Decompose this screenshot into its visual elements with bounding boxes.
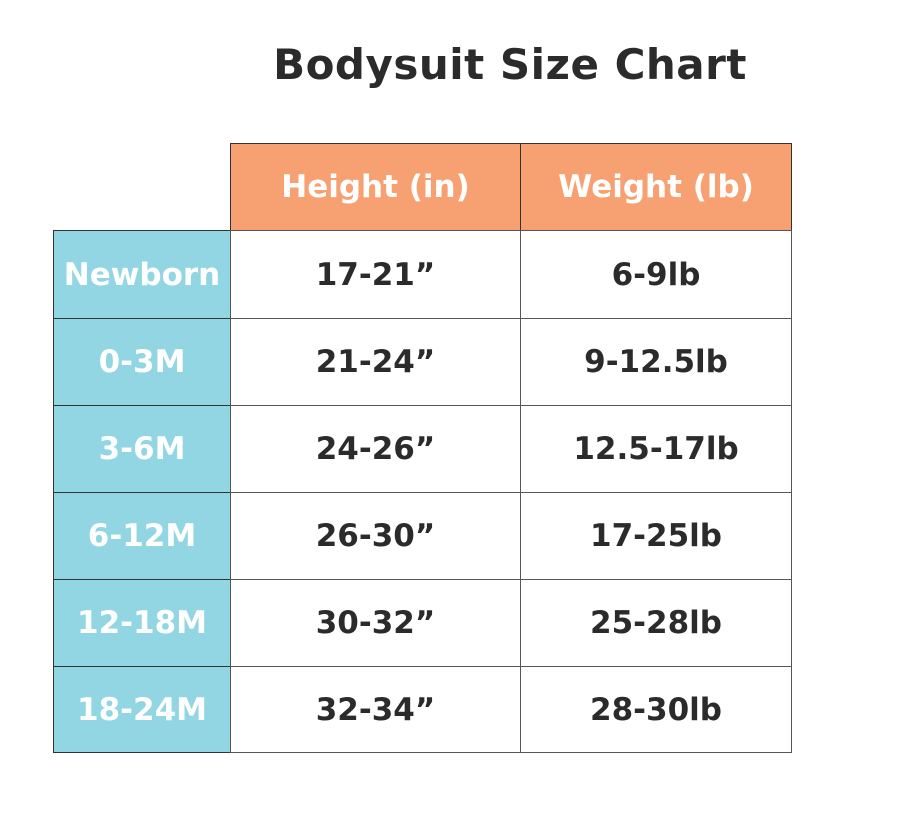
size-label: 18-24M [53,666,231,753]
size-label: 3-6M [53,405,231,493]
weight-cell: 25-28lb [520,579,792,667]
height-cell: 24-26” [230,405,521,493]
weight-cell: 28-30lb [520,666,792,753]
weight-cell: 17-25lb [520,492,792,580]
column-header-height: Height (in) [230,143,521,231]
size-label: Newborn [53,230,231,319]
height-cell: 30-32” [230,579,521,667]
height-cell: 32-34” [230,666,521,753]
height-cell: 26-30” [230,492,521,580]
size-label: 12-18M [53,579,231,667]
size-label: 6-12M [53,492,231,580]
height-cell: 21-24” [230,318,521,406]
height-cell: 17-21” [230,230,521,319]
size-label: 0-3M [53,318,231,406]
page-title: Bodysuit Size Chart [273,40,747,89]
weight-cell: 6-9lb [520,230,792,319]
column-header-weight: Weight (lb) [520,143,792,231]
weight-cell: 9-12.5lb [520,318,792,406]
weight-cell: 12.5-17lb [520,405,792,493]
